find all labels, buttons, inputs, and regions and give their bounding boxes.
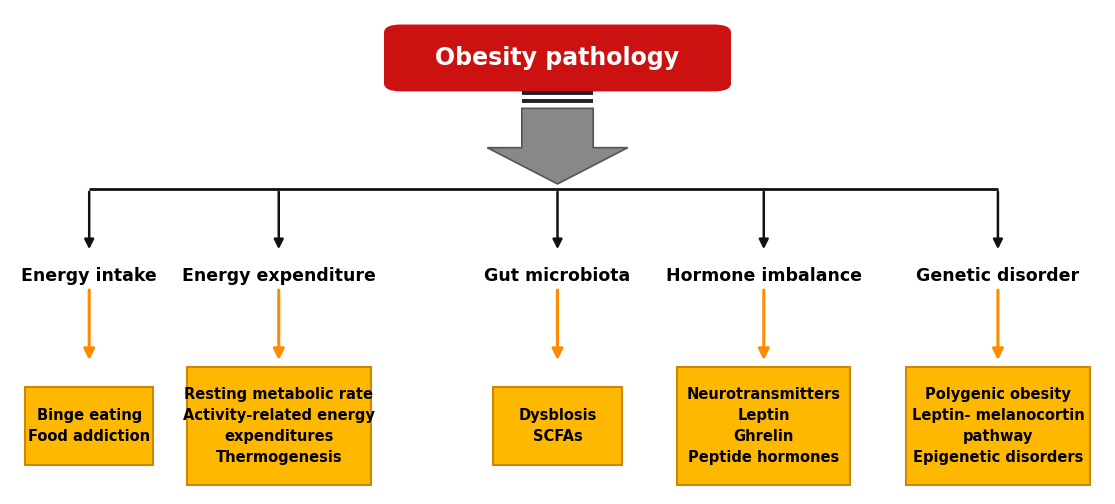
Text: Binge eating
Food addiction: Binge eating Food addiction — [28, 408, 151, 444]
Text: Hormone imbalance: Hormone imbalance — [666, 267, 862, 285]
FancyBboxPatch shape — [186, 367, 370, 485]
Text: Obesity pathology: Obesity pathology — [436, 46, 679, 70]
Text: Gut microbiota: Gut microbiota — [484, 267, 631, 285]
FancyBboxPatch shape — [678, 367, 851, 485]
Polygon shape — [487, 108, 628, 184]
FancyBboxPatch shape — [905, 367, 1090, 485]
FancyBboxPatch shape — [385, 25, 730, 91]
Text: Neurotransmitters
Leptin
Ghrelin
Peptide hormones: Neurotransmitters Leptin Ghrelin Peptide… — [687, 387, 841, 465]
Text: Genetic disorder: Genetic disorder — [917, 267, 1079, 285]
FancyBboxPatch shape — [493, 387, 622, 465]
Text: Energy intake: Energy intake — [21, 267, 157, 285]
Text: Polygenic obesity
Leptin- melanocortin
pathway
Epigenetic disorders: Polygenic obesity Leptin- melanocortin p… — [912, 387, 1084, 465]
Text: Energy expenditure: Energy expenditure — [182, 267, 376, 285]
Text: Dysblosis
SCFAs: Dysblosis SCFAs — [518, 408, 597, 444]
FancyBboxPatch shape — [25, 387, 154, 465]
Text: Resting metabolic rate
Activity-related energy
expenditures
Thermogenesis: Resting metabolic rate Activity-related … — [183, 387, 375, 465]
